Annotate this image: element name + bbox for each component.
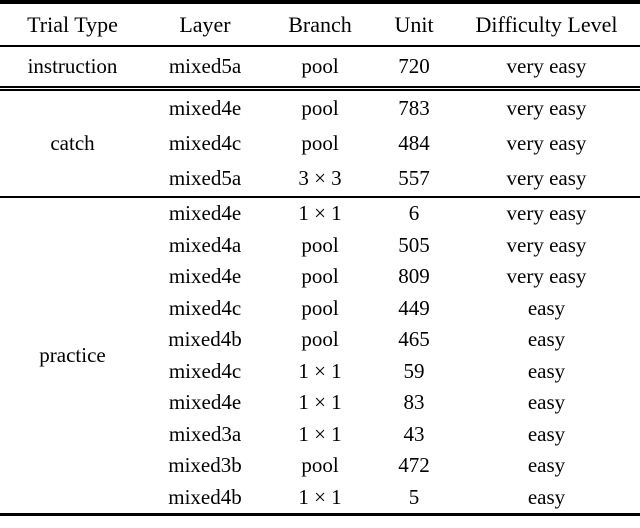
table-row: mixed4c 1 × 1 59 easy (0, 356, 640, 388)
cell-difficulty: very easy (506, 96, 587, 120)
cell-layer: mixed4e (168, 390, 242, 415)
cell-difficulty: very easy (506, 232, 587, 257)
cell-difficulty: easy (527, 484, 566, 509)
column-header-layer: Layer (145, 2, 265, 47)
cell-difficulty: easy (527, 295, 566, 320)
cell-difficulty: easy (527, 358, 566, 383)
cell-unit: 505 (398, 232, 430, 257)
table-row: mixed4b pool 465 easy (0, 324, 640, 356)
cell-layer: mixed4e (168, 201, 242, 226)
cell-layer: mixed4b (168, 484, 242, 509)
table-row: mixed3b pool 472 easy (0, 450, 640, 482)
cell-layer: mixed4e (168, 96, 242, 120)
table-row: instruction mixed5a pool 720 very easy (0, 46, 640, 91)
cell-layer: mixed5a (145, 161, 265, 198)
cell-difficulty: easy (527, 327, 566, 352)
cell-unit: 472 (398, 453, 430, 478)
cell-layer: mixed4c (168, 295, 242, 320)
trials-table: Trial Type Layer Branch Unit Difficulty … (0, 0, 640, 516)
cell-unit: 809 (398, 264, 430, 289)
table-row: mixed4c pool 449 easy (0, 293, 640, 325)
cell-unit: 5 (408, 484, 420, 509)
cell-layer: mixed3b (168, 453, 242, 478)
cell-unit: 465 (398, 327, 430, 352)
cell-unit: 59 (403, 358, 425, 383)
table-header: Trial Type Layer Branch Unit Difficulty … (0, 2, 640, 47)
cell-unit: 484 (398, 131, 430, 155)
cell-branch: pool (301, 264, 339, 289)
table-row: catch mixed4e pool 783 very easy (0, 88, 640, 198)
cell-trial-type: instruction (0, 46, 145, 91)
cell-difficulty: very easy (506, 264, 587, 289)
cell-branch: pool (301, 96, 339, 120)
cell-layer: mixed4c (168, 358, 242, 383)
column-header-trial-type: Trial Type (0, 2, 145, 47)
cell-branch: pool (301, 327, 339, 352)
cell-branch: pool (301, 453, 339, 478)
cell-layer: mixed3a (168, 421, 242, 446)
cell-layer: mixed4e (168, 264, 242, 289)
cell-trial-type: practice (39, 343, 106, 367)
cell-unit: 43 (403, 421, 425, 446)
cell-branch: 1 × 1 (298, 358, 342, 383)
cell-branch: 1 × 1 (298, 421, 342, 446)
cell-branch: 1 × 1 (298, 201, 342, 226)
table-row: mixed4c pool 484 very easy (0, 126, 640, 161)
cell-branch: pool (301, 232, 339, 257)
table-row: mixed4e 1 × 1 83 easy (0, 387, 640, 419)
header-row: Trial Type Layer Branch Unit Difficulty … (0, 2, 640, 47)
table-row: practice mixed4e 1 × 1 6 very easy (0, 197, 640, 367)
cell-branch: 1 × 1 (298, 390, 342, 415)
cell-branch: 3 × 3 (265, 161, 375, 198)
table-row: mixed5a 3 × 3 557 very easy (0, 161, 640, 198)
cell-branch: pool (265, 46, 375, 91)
cell-unit: 783 (398, 96, 430, 120)
cell-branch: 1 × 1 (298, 484, 342, 509)
cell-branch: pool (301, 295, 339, 320)
cell-difficulty: easy (527, 421, 566, 446)
cell-unit: 6 (408, 201, 420, 226)
column-header-unit: Unit (375, 2, 453, 47)
cell-difficulty: very easy (453, 46, 640, 91)
cell-unit: 449 (398, 295, 430, 320)
column-header-difficulty-level: Difficulty Level (453, 2, 640, 47)
cell-unit: 83 (403, 390, 425, 415)
table-row: mixed4b 1 × 1 5 easy (0, 482, 640, 515)
cell-layer: mixed4a (168, 232, 242, 257)
table-row: mixed4a pool 505 very easy (0, 230, 640, 262)
cell-layer: mixed4c (168, 131, 242, 155)
cell-difficulty: easy (527, 453, 566, 478)
cell-unit: 557 (375, 161, 453, 198)
cell-difficulty: very easy (506, 131, 587, 155)
cell-unit: 720 (375, 46, 453, 91)
table-row: mixed3a 1 × 1 43 easy (0, 419, 640, 451)
cell-difficulty: very easy (506, 201, 587, 226)
cell-branch: pool (301, 131, 339, 155)
cell-layer: mixed4b (168, 327, 242, 352)
cell-layer: mixed5a (145, 46, 265, 91)
table-body: instruction mixed5a pool 720 very easy c… (0, 46, 640, 515)
cell-trial-type: catch (0, 88, 145, 198)
cell-difficulty: easy (527, 390, 566, 415)
cell-difficulty: very easy (453, 161, 640, 198)
table-row: mixed4e pool 809 very easy (0, 261, 640, 293)
column-header-branch: Branch (265, 2, 375, 47)
